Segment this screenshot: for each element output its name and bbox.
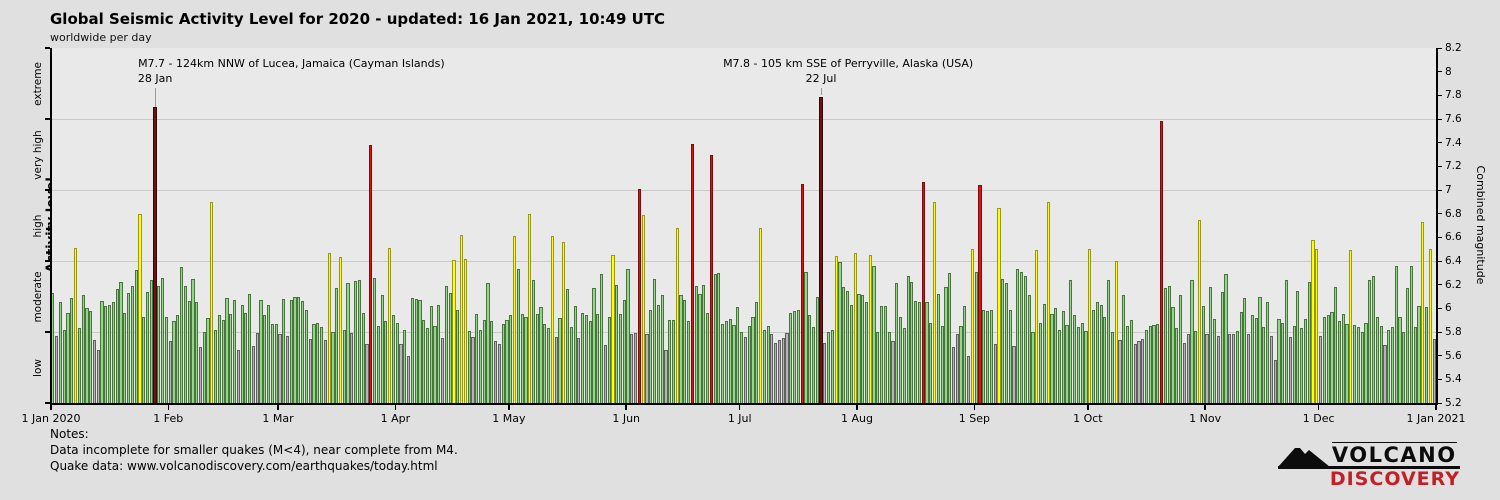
right-axis-tick-label: 6.2 bbox=[1445, 278, 1462, 291]
volcano-icon bbox=[1277, 448, 1330, 468]
volcano-discovery-logo: VOLCANO DISCOVERY bbox=[1277, 442, 1460, 491]
x-axis-tick-label: 1 May bbox=[492, 412, 526, 425]
x-axis-tick bbox=[625, 405, 627, 410]
right-axis-tick bbox=[1437, 165, 1442, 167]
activity-band-label: very high bbox=[32, 129, 44, 180]
x-axis-tick-label: 1 Feb bbox=[153, 412, 184, 425]
right-axis-tick-label: 8 bbox=[1445, 65, 1452, 78]
x-axis-tick-label: 1 Aug bbox=[841, 412, 874, 425]
right-axis-tick bbox=[1437, 71, 1442, 73]
x-axis-tick bbox=[856, 405, 858, 410]
x-axis-tick bbox=[1204, 405, 1206, 410]
x-axis-tick bbox=[394, 405, 397, 410]
x-axis-tick bbox=[167, 405, 170, 410]
gridline bbox=[51, 119, 1436, 120]
plot-area bbox=[51, 48, 1436, 403]
x-axis-tick-label: 1 Jun bbox=[612, 412, 641, 425]
right-axis-tick-label: 5.6 bbox=[1445, 349, 1462, 362]
chart-subtitle: worldwide per day bbox=[50, 31, 152, 44]
logo-word-discovery: DISCOVERY bbox=[1329, 468, 1460, 491]
bottom-axis-line bbox=[49, 403, 1438, 405]
right-axis-tick bbox=[1437, 355, 1442, 357]
notes-title: Notes: bbox=[50, 427, 89, 441]
right-axis-tick-label: 7.4 bbox=[1445, 136, 1462, 149]
logo-word-volcano: VOLCANO bbox=[1331, 442, 1457, 468]
activity-band-label: high bbox=[32, 214, 44, 237]
x-axis-tick bbox=[1087, 405, 1089, 410]
right-axis-tick bbox=[1437, 284, 1442, 286]
right-axis-tick-label: 6.4 bbox=[1445, 255, 1462, 267]
activity-band-label: extreme bbox=[32, 61, 44, 106]
x-axis-tick-label: 1 Jan 2020 bbox=[21, 412, 81, 425]
right-axis-tick bbox=[1437, 236, 1442, 238]
right-axis-line bbox=[1436, 48, 1438, 403]
chart-title: Global Seismic Activity Level for 2020 -… bbox=[50, 10, 666, 28]
right-axis-tick-label: 6.8 bbox=[1445, 207, 1462, 220]
right-axis-tick bbox=[1437, 94, 1442, 96]
right-axis-tick bbox=[1437, 142, 1442, 144]
right-axis-tick-label: 8.2 bbox=[1445, 42, 1462, 54]
right-axis-tick bbox=[1437, 378, 1442, 380]
right-axis-title: Combined magnitude bbox=[1474, 165, 1487, 285]
left-axis-line bbox=[49, 48, 52, 403]
right-axis-tick-label: 7.6 bbox=[1445, 113, 1462, 125]
x-axis-tick-label: 1 Apr bbox=[380, 412, 411, 425]
activity-band-label: low bbox=[32, 358, 44, 377]
gridline bbox=[51, 332, 1436, 333]
x-axis-tick-label: 1 Jul bbox=[727, 412, 752, 425]
x-axis-tick-label: 1 Dec bbox=[1302, 412, 1335, 425]
right-axis-tick-label: 7.2 bbox=[1445, 160, 1462, 173]
x-axis-tick-label: 1 Nov bbox=[1189, 412, 1222, 425]
x-axis-tick-label: 1 Jan 2021 bbox=[1406, 412, 1466, 425]
right-axis-tick-label: 7 bbox=[1445, 184, 1452, 196]
x-axis-tick-label: 1 Oct bbox=[1073, 412, 1103, 425]
right-axis-tick-label: 6 bbox=[1445, 302, 1452, 315]
chart-notes: Notes: Data incomplete for smaller quake… bbox=[50, 426, 458, 474]
right-axis-tick-label: 6.6 bbox=[1445, 231, 1462, 244]
x-axis-tick bbox=[50, 405, 52, 410]
x-axis-tick bbox=[1435, 405, 1437, 410]
activity-band-label: moderate bbox=[32, 270, 44, 323]
right-axis-tick-label: 5.4 bbox=[1445, 373, 1462, 386]
right-axis-tick bbox=[1437, 331, 1442, 333]
right-axis-tick bbox=[1437, 213, 1442, 215]
right-axis-tick-label: 5.2 bbox=[1445, 397, 1462, 409]
right-axis-tick bbox=[1437, 402, 1442, 404]
x-axis-tick bbox=[277, 405, 279, 410]
x-axis-tick-label: 1 Mar bbox=[262, 412, 294, 425]
right-axis-tick bbox=[1437, 189, 1442, 191]
gridline bbox=[51, 190, 1436, 191]
logo-top-row: VOLCANO bbox=[1277, 442, 1460, 470]
right-axis-tick bbox=[1437, 260, 1442, 262]
notes-line1: Data incomplete for smaller quakes (M<4)… bbox=[50, 443, 458, 457]
right-axis-tick bbox=[1437, 47, 1442, 49]
x-axis-tick-label: 1 Sep bbox=[958, 412, 990, 425]
right-axis-tick-label: 5.8 bbox=[1445, 326, 1462, 338]
gridline bbox=[51, 261, 1436, 262]
notes-line2: Quake data: www.volcanodiscovery.com/ear… bbox=[50, 459, 438, 473]
right-axis-tick bbox=[1437, 118, 1442, 120]
x-axis-tick bbox=[508, 405, 510, 410]
x-axis-tick bbox=[973, 405, 976, 410]
x-axis-tick bbox=[1317, 405, 1320, 410]
right-axis-tick bbox=[1437, 307, 1442, 309]
right-axis-tick-label: 7.8 bbox=[1445, 89, 1462, 102]
x-axis-tick bbox=[738, 405, 741, 410]
